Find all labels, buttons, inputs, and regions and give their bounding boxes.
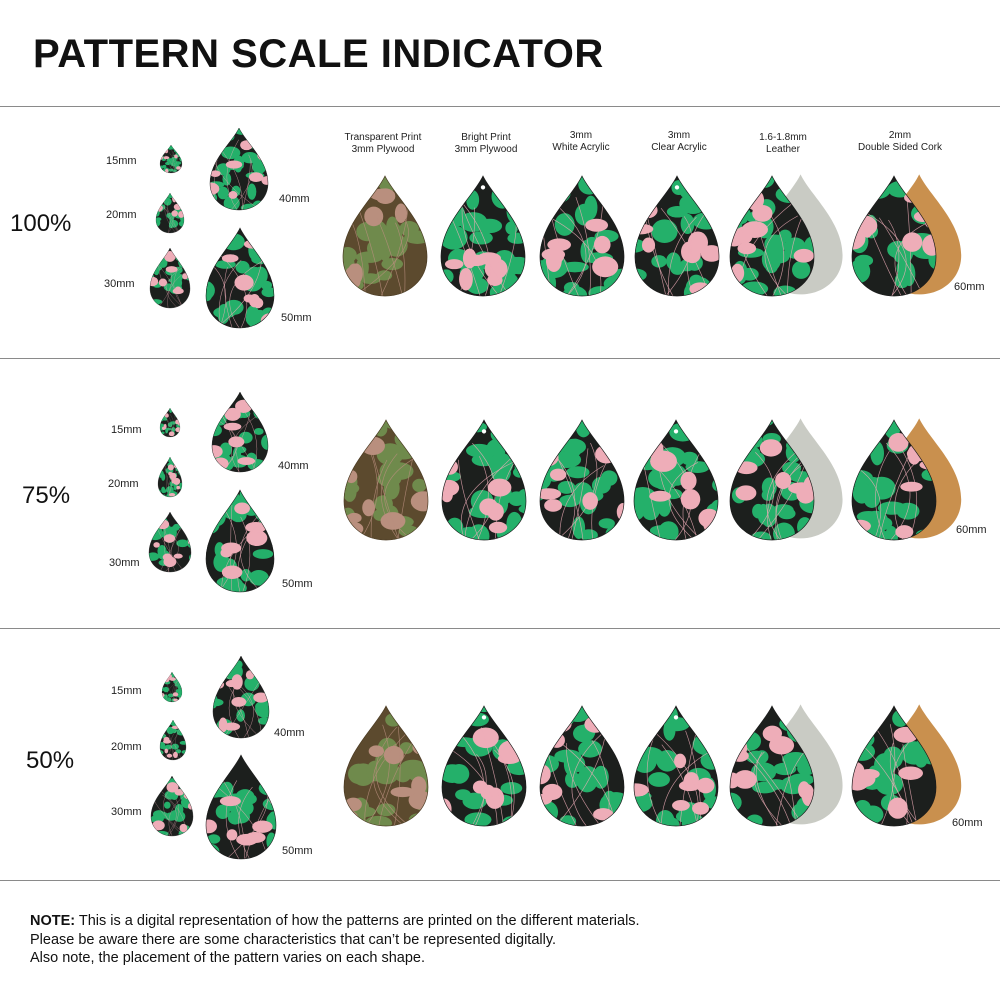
size-sample-50mm: [205, 754, 277, 860]
size-sample-30mm: [148, 511, 192, 573]
material-sample-white-acrylic: [539, 175, 625, 297]
material-label-cork: 2mm Double Sided Cork: [858, 130, 942, 153]
size-label-40mm: 40mm: [278, 460, 309, 472]
size-sample-15mm: [161, 671, 183, 703]
page-title: PATTERN SCALE INDICATOR: [33, 32, 604, 76]
size-label-30mm: 30mm: [104, 278, 135, 290]
material-sample-plywood-transparent: [342, 175, 428, 297]
size-label-15mm: 15mm: [111, 685, 142, 697]
note-label: NOTE:: [30, 913, 76, 929]
material-sample-leather: [729, 418, 843, 541]
size-sample-20mm: [159, 719, 187, 761]
note-line-3: Also note, the placement of the pattern …: [30, 950, 425, 966]
material-sample-cork: [851, 418, 962, 541]
size-label-40mm: 40mm: [274, 727, 305, 739]
material-sample-white-acrylic: [539, 419, 625, 541]
material-label-leather: 1.6-1.8mm Leather: [759, 132, 807, 155]
material-label-plywood-transparent: Transparent Print 3mm Plywood: [344, 132, 422, 155]
size-sample-15mm: [159, 407, 181, 438]
material-sample-plywood-transparent: [343, 705, 429, 827]
size-label-60mm: 60mm: [954, 281, 985, 293]
scale-label-50: 50%: [26, 747, 75, 774]
scale-label-75: 75%: [22, 482, 71, 509]
size-label-15mm: 15mm: [106, 155, 137, 167]
divider-2: [0, 628, 1000, 629]
material-sample-leather: [729, 174, 843, 297]
size-sample-40mm: [211, 391, 269, 473]
material-label-white-acrylic: 3mm White Acrylic: [552, 130, 610, 153]
scale-label-100: 100%: [10, 210, 72, 237]
size-sample-50mm: [205, 227, 275, 329]
size-sample-30mm: [150, 775, 194, 837]
material-sample-plywood-bright: [440, 175, 526, 297]
size-sample-40mm: [212, 655, 270, 739]
divider-top: [0, 106, 1000, 107]
size-label-60mm: 60mm: [952, 817, 983, 829]
note-block: NOTE: This is a digital representation o…: [30, 912, 640, 968]
note-line-1: NOTE: This is a digital representation o…: [30, 913, 640, 929]
material-sample-clear-acrylic: [633, 705, 719, 827]
size-label-50mm: 50mm: [282, 578, 313, 590]
size-sample-50mm: [205, 489, 275, 593]
material-sample-clear-acrylic: [633, 419, 719, 541]
size-label-60mm: 60mm: [956, 524, 987, 536]
size-label-20mm: 20mm: [111, 741, 142, 753]
material-sample-leather: [729, 704, 843, 827]
note-line-2: Please be aware there are some character…: [30, 931, 557, 948]
divider-1: [0, 358, 1000, 359]
size-label-30mm: 30mm: [111, 806, 142, 818]
size-label-40mm: 40mm: [279, 193, 310, 205]
size-label-50mm: 50mm: [281, 312, 312, 324]
size-sample-20mm: [155, 192, 185, 234]
material-sample-plywood-bright: [441, 419, 527, 541]
material-sample-plywood-bright: [441, 705, 527, 827]
size-label-15mm: 15mm: [111, 424, 142, 436]
material-label-plywood-bright: Bright Print 3mm Plywood: [454, 132, 518, 155]
material-sample-cork: [851, 704, 962, 827]
material-sample-clear-acrylic: [634, 175, 720, 297]
size-sample-30mm: [149, 247, 191, 309]
size-label-20mm: 20mm: [106, 209, 137, 221]
size-label-30mm: 30mm: [109, 557, 140, 569]
size-sample-40mm: [209, 127, 269, 211]
size-sample-20mm: [157, 456, 183, 498]
size-sample-15mm: [159, 144, 183, 174]
divider-bottom: [0, 880, 1000, 881]
size-label-50mm: 50mm: [282, 845, 313, 857]
material-label-clear-acrylic: 3mm Clear Acrylic: [651, 130, 707, 153]
size-label-20mm: 20mm: [108, 478, 139, 490]
material-sample-plywood-transparent: [343, 419, 429, 541]
material-sample-cork: [851, 174, 962, 297]
material-sample-white-acrylic: [539, 705, 625, 827]
